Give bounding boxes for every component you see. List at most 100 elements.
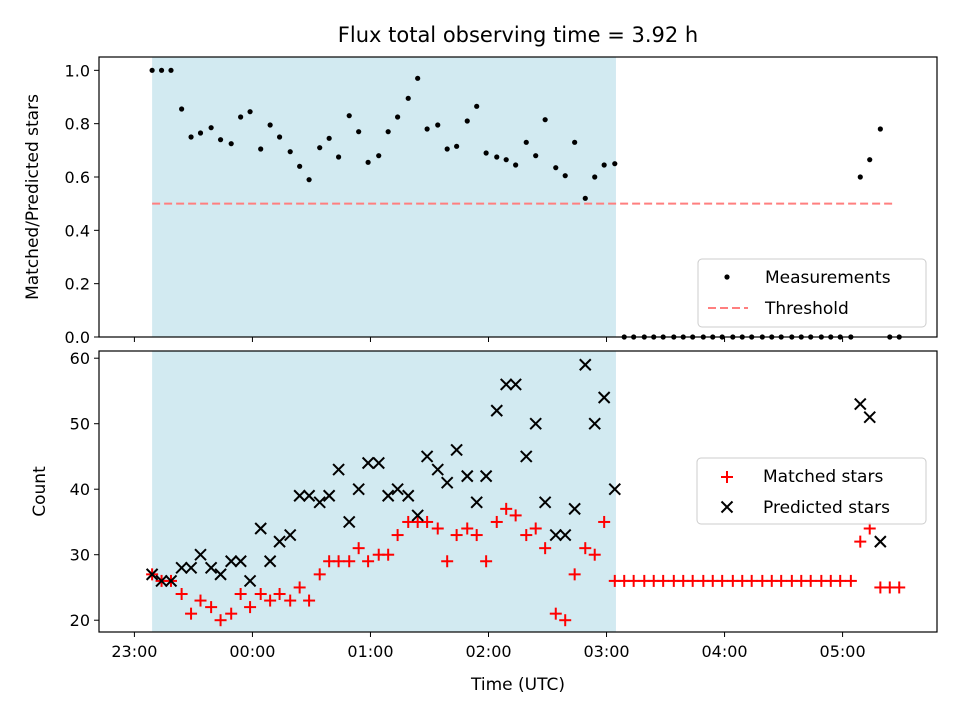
matched-star-point [284, 594, 297, 607]
predicted-star-point [420, 450, 434, 463]
matched-star-point [598, 515, 611, 528]
matched-star-point [362, 555, 375, 568]
bottom-x-tick-label: 02:00 [465, 642, 511, 661]
predicted-star-point [332, 463, 345, 476]
predicted-star-stroke [411, 509, 424, 522]
measurement-point [356, 129, 362, 135]
measurement-point [326, 135, 332, 141]
measurement-point [346, 113, 352, 119]
matched-star-point [480, 555, 493, 568]
predicted-star-stroke [479, 469, 493, 483]
predicted-star-point [145, 568, 159, 581]
predicted-star-point [559, 528, 572, 542]
predicted-star-stroke [352, 483, 365, 496]
predicted-star-point [254, 522, 267, 535]
measurement-point [454, 143, 460, 149]
predicted-star-stroke [283, 528, 297, 542]
predicted-star-point [470, 496, 483, 509]
predicted-star-point [874, 535, 887, 548]
predicted-star-stroke [520, 450, 533, 463]
predicted-star-stroke [568, 502, 581, 516]
predicted-star-stroke [343, 515, 356, 529]
predicted-star-stroke [579, 358, 592, 371]
legend-box [696, 457, 927, 525]
measurement-point [592, 174, 598, 180]
predicted-star-stroke [155, 574, 168, 588]
predicted-star-point [479, 469, 493, 483]
predicted-star-stroke [450, 443, 463, 457]
matched-star-point [588, 548, 601, 561]
measurement-point [179, 106, 185, 112]
bottom-legend: Matched stars Predicted stars [696, 457, 927, 525]
predicted-star-stroke [164, 574, 178, 588]
top-y-tick-label: 0.4 [65, 221, 90, 240]
predicted-star-stroke [322, 489, 336, 502]
predicted-star-point [204, 561, 218, 575]
predicted-star-stroke [538, 496, 552, 509]
measurement-point [582, 195, 588, 201]
bottom-x-tick-label: 00:00 [229, 642, 275, 661]
measurement-point [188, 134, 194, 140]
measurement-point [238, 114, 244, 120]
measurement-point [385, 129, 391, 135]
matched-star-point [627, 574, 640, 587]
measurement-point [287, 149, 293, 155]
matched-star-point [431, 522, 444, 535]
legend-measurements-label: Measurements [765, 268, 891, 288]
measurement-point [572, 139, 578, 145]
measurement-point [877, 126, 883, 132]
matched-star-point [175, 588, 188, 601]
matched-star-point [509, 509, 522, 522]
top-y-tick-label: 0.0 [65, 328, 90, 347]
matched-star-point [520, 529, 533, 542]
predicted-star-stroke [204, 561, 218, 575]
predicted-star-point [568, 502, 581, 516]
predicted-star-point [263, 555, 277, 568]
measurement-point [247, 109, 253, 115]
matched-star-point [343, 555, 356, 568]
matched-star-point [244, 601, 257, 614]
top-y-tick-label: 0.8 [65, 115, 90, 134]
matched-star-point [490, 515, 503, 528]
predicted-star-point [164, 574, 178, 588]
bottom-x-ticks: 23:00 00:00 01:00 02:00 03:00 04:00 05:00 [111, 632, 866, 661]
legend-matched-label: Matched stars [763, 467, 883, 487]
matched-star-point [421, 515, 434, 528]
predicted-star-point [184, 561, 198, 575]
measurement-point [267, 122, 273, 128]
matched-star-point [441, 555, 454, 568]
top-y-tick-label: 0.2 [65, 275, 90, 294]
predicted-star-stroke [194, 548, 207, 561]
matched-star-point [234, 588, 247, 601]
matched-star-point [293, 581, 306, 594]
measurement-point [464, 118, 470, 124]
bottom-x-tick-label: 03:00 [583, 642, 629, 661]
matched-star-point [579, 542, 592, 555]
predicted-star-point [391, 483, 404, 496]
predicted-star-stroke [145, 568, 159, 581]
measurement-point [601, 162, 607, 168]
matched-star-point [549, 607, 562, 620]
measurement-point [857, 174, 863, 180]
matched-star-point [382, 548, 395, 561]
predicted-star-point [273, 535, 286, 548]
predicted-star-point [608, 483, 621, 496]
matched-star-point [568, 568, 581, 581]
bottom-y-axis-label: Count [30, 466, 50, 517]
predicted-star-stroke [313, 496, 326, 509]
predicted-star-point [234, 555, 247, 568]
predicted-star-point [538, 496, 552, 509]
matched-star-point [194, 594, 207, 607]
predicted-star-stroke [874, 535, 887, 548]
bottom-y-tick-label: 50 [70, 415, 90, 434]
top-legend: Measurements Threshold [697, 258, 927, 328]
predicted-star-point [302, 489, 316, 502]
top-axes-frame [98, 56, 938, 338]
measurement-point [217, 137, 224, 143]
matched-star-point [470, 529, 483, 542]
predicted-star-point [361, 456, 375, 470]
bottom-y-tick-label: 30 [70, 546, 90, 565]
measurement-point [228, 141, 234, 147]
measurement-point [424, 126, 430, 132]
